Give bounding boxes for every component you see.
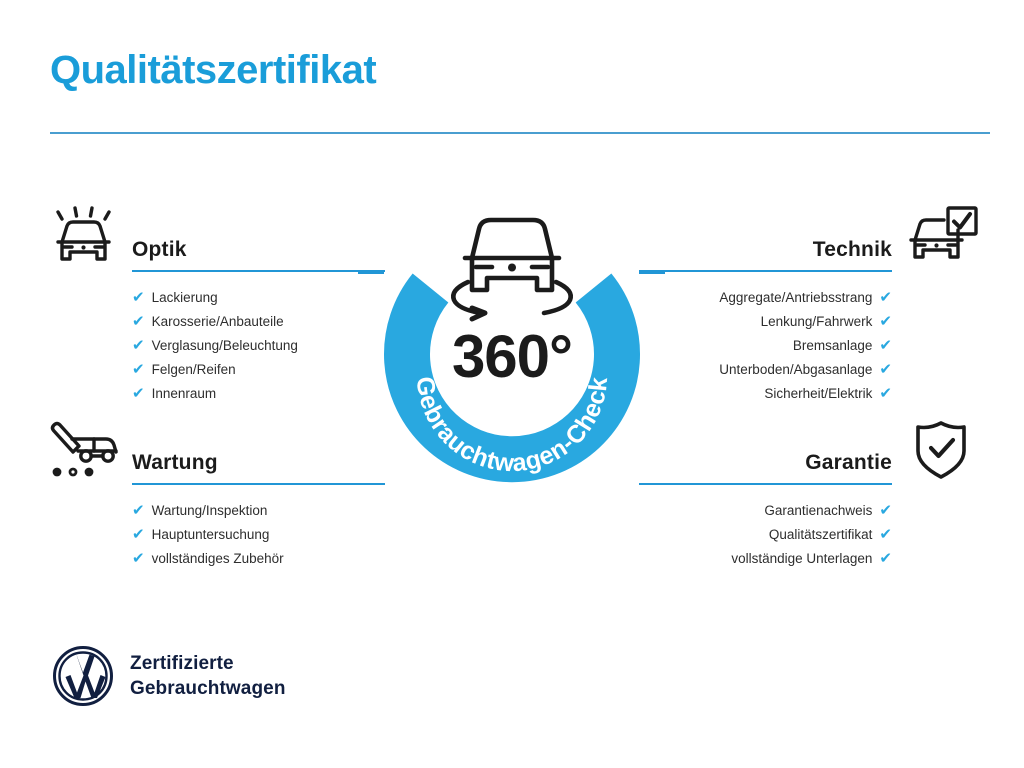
list-item-label: Lenkung/Fahrwerk <box>760 314 873 329</box>
footer-wordmark: Zertifizierte Gebrauchtwagen <box>130 651 286 702</box>
checklist-optik: ✔ Lackierung ✔ Karosserie/Anbauteile ✔ Verg… <box>40 272 385 406</box>
section-garantie: Garantie Garantienachweis ✔ Qualitätszert… <box>639 413 984 571</box>
section-wartung: Wartung ✔ Wartung/Inspektion ✔ Hauptunters… <box>40 413 385 571</box>
list-item-label: Lackierung <box>151 290 218 305</box>
car-front-checkbox-icon <box>900 202 982 272</box>
list-item: Lenkung/Fahrwerk ✔ <box>639 310 892 334</box>
section-header-garantie: Garantie <box>639 413 984 485</box>
check-icon: ✔ <box>132 313 145 330</box>
section-header-optik: Optik <box>40 200 385 272</box>
list-item-label: vollständiges Zubehör <box>151 551 284 566</box>
section-optik: Optik ✔ Lackierung ✔ Karosserie/Anbauteile… <box>40 200 385 406</box>
list-item: ✔ Wartung/Inspektion <box>132 499 385 523</box>
list-item: Sicherheit/Elektrik ✔ <box>639 382 892 406</box>
check-icon: ✔ <box>879 385 892 402</box>
check-icon: ✔ <box>879 289 892 306</box>
section-title-optik: Optik <box>132 237 187 261</box>
list-item-label: Bremsanlage <box>792 338 873 353</box>
list-item: ✔ Verglasung/Beleuchtung <box>132 334 385 358</box>
section-underline-optik <box>132 270 385 272</box>
checklist-garantie: Garantienachweis ✔ Qualitätszertifikat ✔ v… <box>639 485 984 571</box>
check-icon: ✔ <box>132 289 145 306</box>
list-item: Bremsanlage ✔ <box>639 334 892 358</box>
list-item: Unterboden/Abgasanlage ✔ <box>639 358 892 382</box>
check-icon: ✔ <box>132 550 145 567</box>
page-title: Qualitätszertifikat <box>50 48 377 92</box>
footer-line-2: Gebrauchtwagen <box>130 678 286 699</box>
section-technik: Technik Aggregate/Antriebsstrang ✔ Lenkun… <box>639 200 984 406</box>
section-title-wrap-technik: Technik <box>639 238 892 272</box>
check-icon: ✔ <box>132 337 145 354</box>
check-icon: ✔ <box>132 361 145 378</box>
list-item: Aggregate/Antriebsstrang ✔ <box>639 286 892 310</box>
check-icon: ✔ <box>879 526 892 543</box>
section-title-wrap-wartung: Wartung <box>132 451 385 485</box>
section-header-technik: Technik <box>639 200 984 272</box>
check-icon: ✔ <box>132 502 145 519</box>
list-item-label: Sicherheit/Elektrik <box>764 386 873 401</box>
list-item-label: Unterboden/Abgasanlage <box>719 362 873 377</box>
section-title-garantie: Garantie <box>805 450 892 474</box>
list-item-label: Aggregate/Antriebsstrang <box>719 290 873 305</box>
footer-line-1: Zertifizierte <box>130 652 234 674</box>
list-item-label: Qualitätszertifikat <box>768 527 873 542</box>
list-item: vollständige Unterlagen ✔ <box>639 547 892 571</box>
section-title-wrap-optik: Optik <box>132 238 385 272</box>
list-item-label: vollständige Unterlagen <box>731 551 873 566</box>
check-icon: ✔ <box>879 550 892 567</box>
connector-line-left <box>358 272 384 274</box>
car-service-dipstick-icon <box>42 415 124 485</box>
list-item: ✔ vollständiges Zubehör <box>132 547 385 571</box>
section-title-wartung: Wartung <box>132 450 218 474</box>
badge-degrees: 360° <box>452 323 572 390</box>
check-icon: ✔ <box>132 385 145 402</box>
list-item-label: Garantienachweis <box>764 503 873 518</box>
list-item: ✔ Innenraum <box>132 382 385 406</box>
connector-line-right <box>639 272 665 274</box>
car-front-shine-icon <box>42 202 124 272</box>
list-item-label: Verglasung/Beleuchtung <box>151 338 298 353</box>
check-icon: ✔ <box>879 361 892 378</box>
section-underline-wartung <box>132 483 385 485</box>
section-title-wrap-garantie: Garantie <box>639 451 892 485</box>
badge-360-gebrauchtwagen-check: Gebrauchtwagen-Check 360° <box>368 196 656 496</box>
check-icon: ✔ <box>879 313 892 330</box>
volkswagen-logo-icon <box>52 645 114 707</box>
check-icon: ✔ <box>132 526 145 543</box>
badge-arc-label: Gebrauchtwagen-Check <box>411 375 614 477</box>
section-title-technik: Technik <box>812 237 892 261</box>
list-item-label: Karosserie/Anbauteile <box>151 314 284 329</box>
check-icon: ✔ <box>879 502 892 519</box>
list-item-label: Hauptuntersuchung <box>151 527 270 542</box>
checklist-wartung: ✔ Wartung/Inspektion ✔ Hauptuntersuchung ✔… <box>40 485 385 571</box>
checklist-technik: Aggregate/Antriebsstrang ✔ Lenkung/Fahrwe… <box>639 272 984 406</box>
section-header-wartung: Wartung <box>40 413 385 485</box>
list-item: ✔ Hauptuntersuchung <box>132 523 385 547</box>
car-front-rotate-icon <box>451 217 573 322</box>
list-item: Qualitätszertifikat ✔ <box>639 523 892 547</box>
list-item: Garantienachweis ✔ <box>639 499 892 523</box>
list-item-label: Wartung/Inspektion <box>151 503 268 518</box>
shield-check-icon <box>900 415 982 485</box>
list-item: ✔ Felgen/Reifen <box>132 358 385 382</box>
header-divider <box>50 132 990 134</box>
list-item: ✔ Lackierung <box>132 286 385 310</box>
list-item-label: Innenraum <box>151 386 217 401</box>
list-item: ✔ Karosserie/Anbauteile <box>132 310 385 334</box>
list-item-label: Felgen/Reifen <box>151 362 236 377</box>
footer-logo: Zertifizierte Gebrauchtwagen <box>52 645 286 707</box>
badge-ring <box>384 273 640 483</box>
section-underline-technik <box>639 270 892 272</box>
section-underline-garantie <box>639 483 892 485</box>
check-icon: ✔ <box>879 337 892 354</box>
